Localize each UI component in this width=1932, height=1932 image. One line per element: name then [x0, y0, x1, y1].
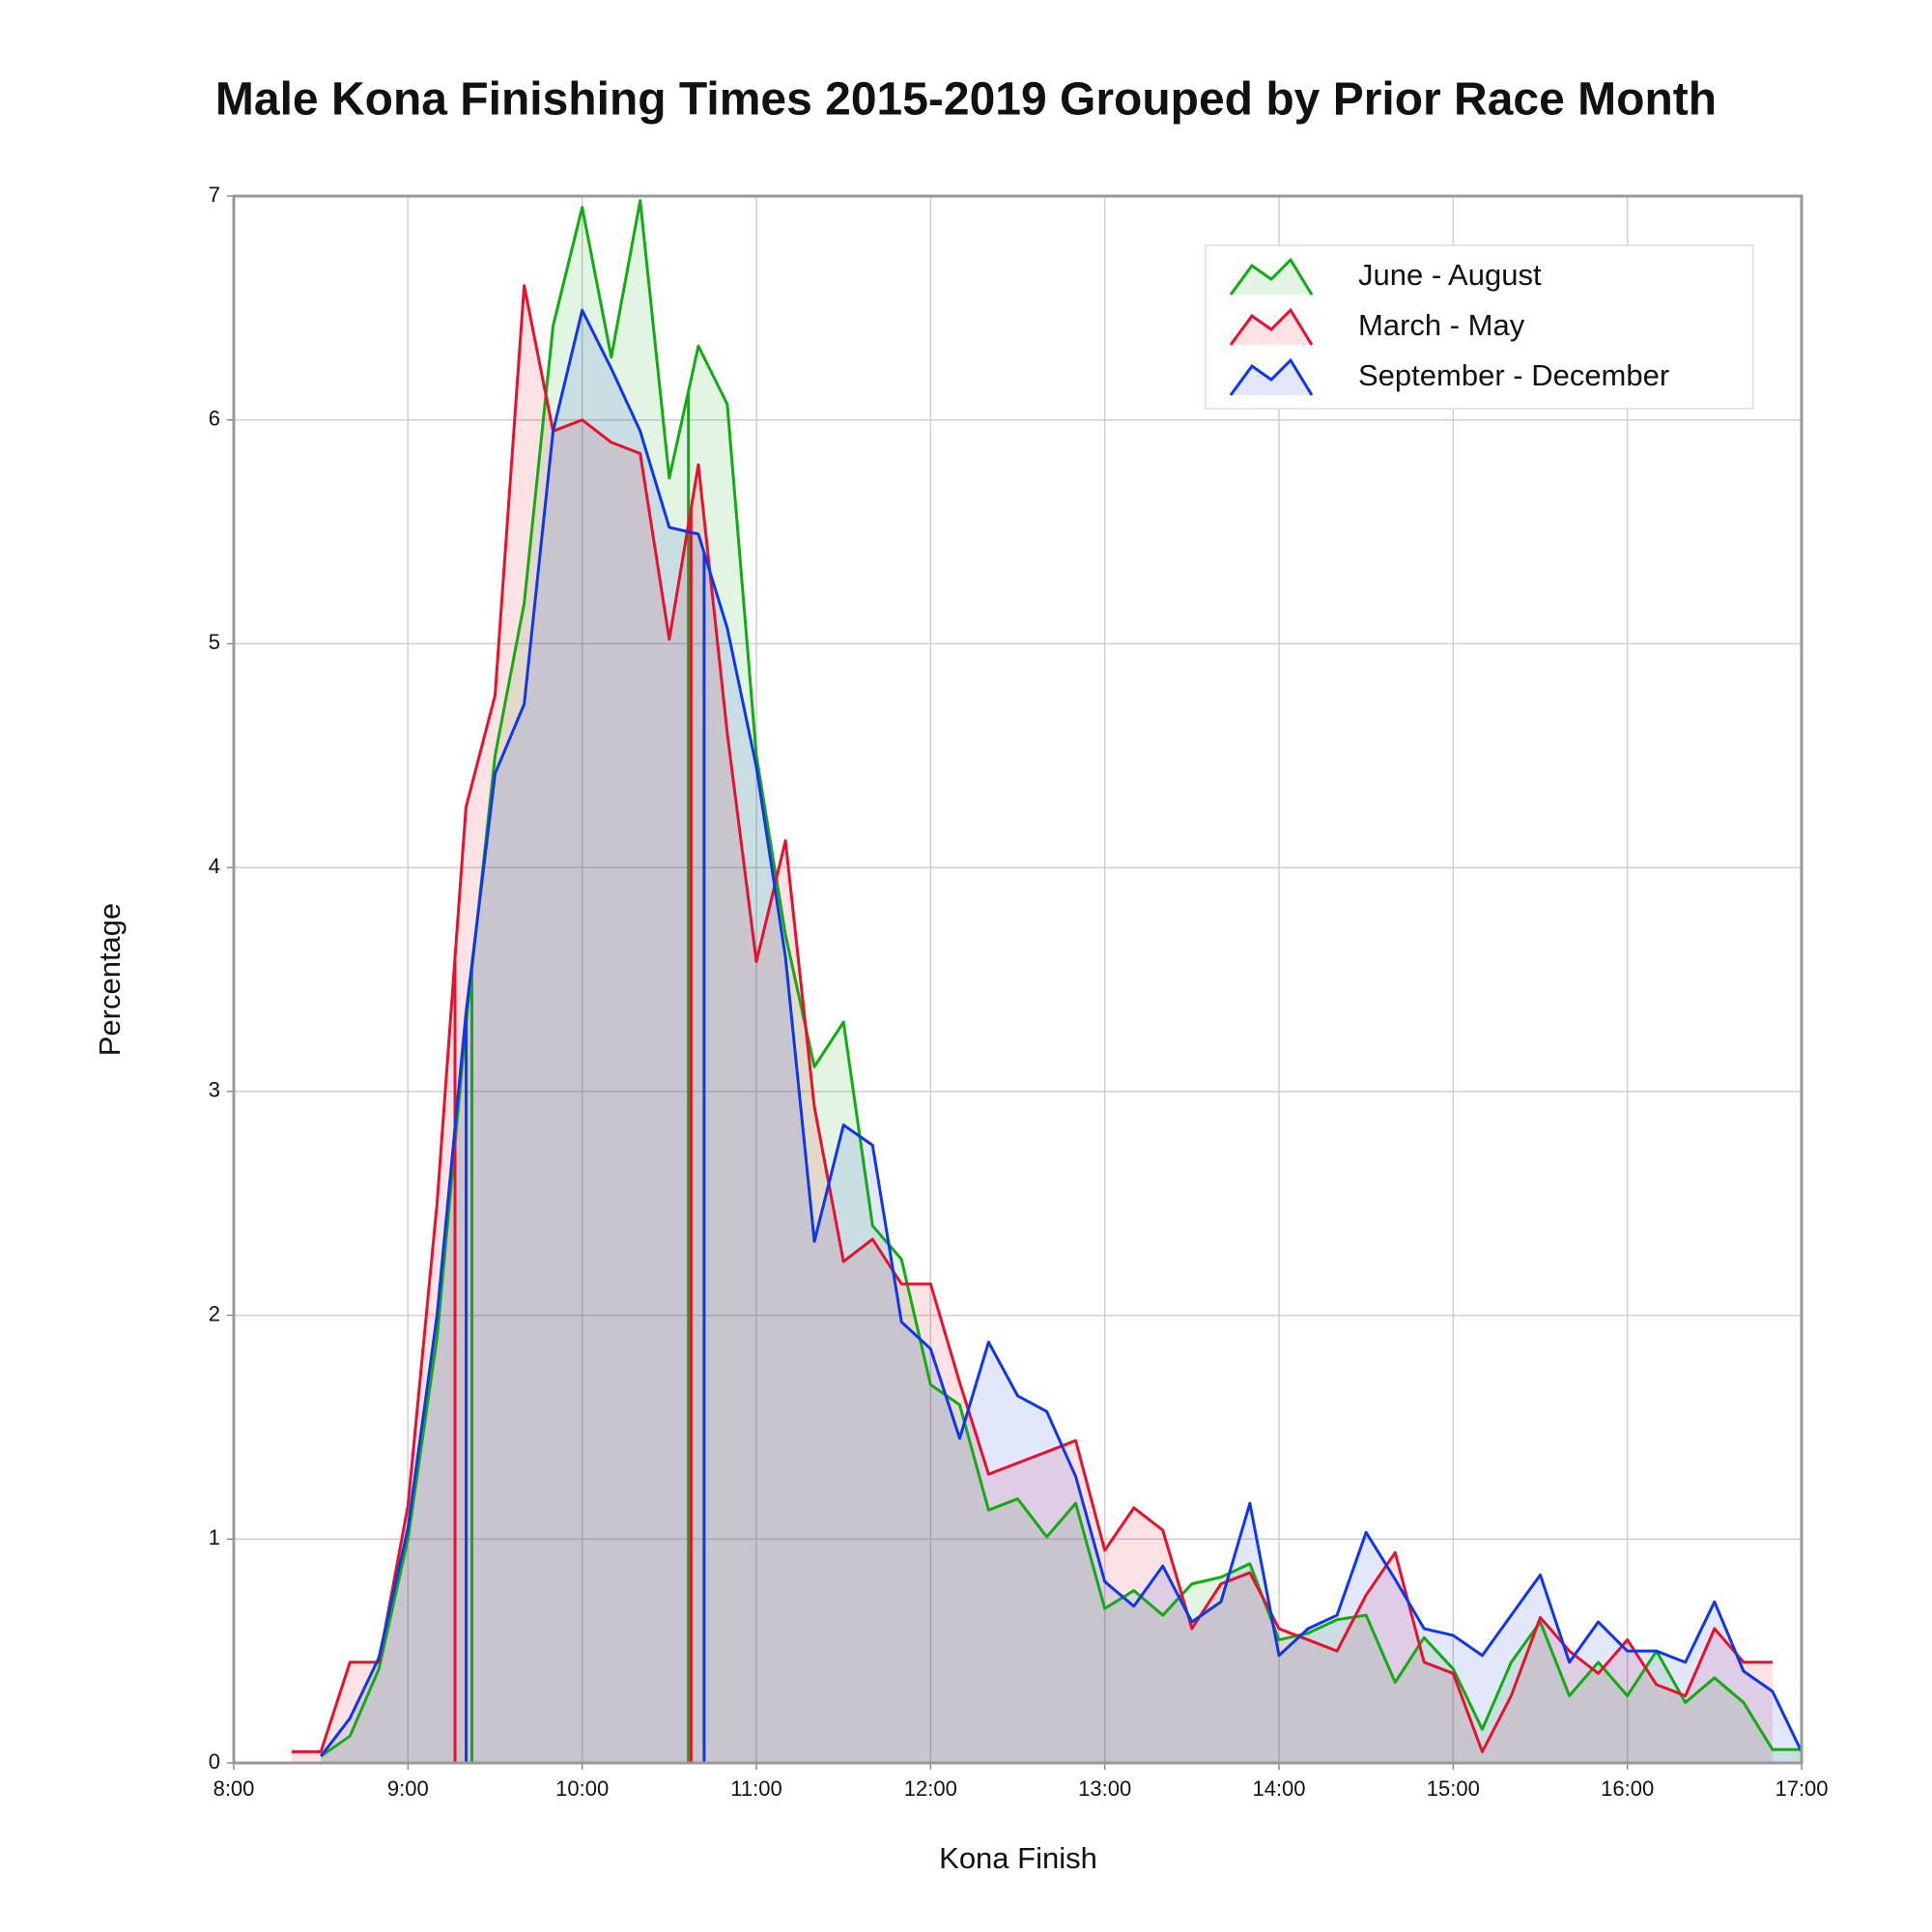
x-axis-label: Kona Finish [939, 1841, 1097, 1875]
x-tick-label: 16:00 [1601, 1776, 1654, 1801]
series-line [320, 199, 1802, 1758]
y-tick-label: 1 [209, 1525, 220, 1549]
x-tick-label: 15:00 [1427, 1776, 1480, 1801]
y-tick-label: 4 [209, 854, 220, 878]
legend-icon [1229, 357, 1314, 396]
y-tick-label: 2 [209, 1301, 220, 1325]
x-tick-label: 12:00 [904, 1776, 957, 1801]
plot-frame [232, 194, 1804, 1765]
y-tick-label: 3 [209, 1078, 220, 1102]
legend-icon [1229, 257, 1314, 296]
y-axis-label: Percentage [93, 903, 127, 1057]
series-line [292, 284, 1773, 1753]
legend-icon [1229, 307, 1314, 346]
x-tick-label: 11:00 [730, 1776, 781, 1801]
series-area [292, 285, 1773, 1764]
y-tick-label: 5 [209, 630, 220, 654]
x-tick-label: 8:00 [213, 1776, 255, 1801]
series-line [319, 308, 1804, 1757]
chart-title: Male Kona Finishing Times 2015-2019 Grou… [215, 74, 1717, 126]
y-tick-label: 7 [209, 183, 220, 207]
legend-label: June - August [1358, 258, 1542, 292]
y-tick-label: 6 [209, 407, 220, 431]
x-tick-label: 9:00 [387, 1776, 429, 1801]
x-tick-label: 13:00 [1078, 1776, 1131, 1801]
x-tick-label: 10:00 [555, 1776, 609, 1801]
y-tick-label: 0 [209, 1749, 220, 1774]
x-tick-label: 17:00 [1775, 1776, 1828, 1801]
legend-label: March - May [1358, 308, 1525, 342]
x-tick-label: 14:00 [1252, 1776, 1305, 1801]
legend-label: September - December [1358, 358, 1669, 392]
